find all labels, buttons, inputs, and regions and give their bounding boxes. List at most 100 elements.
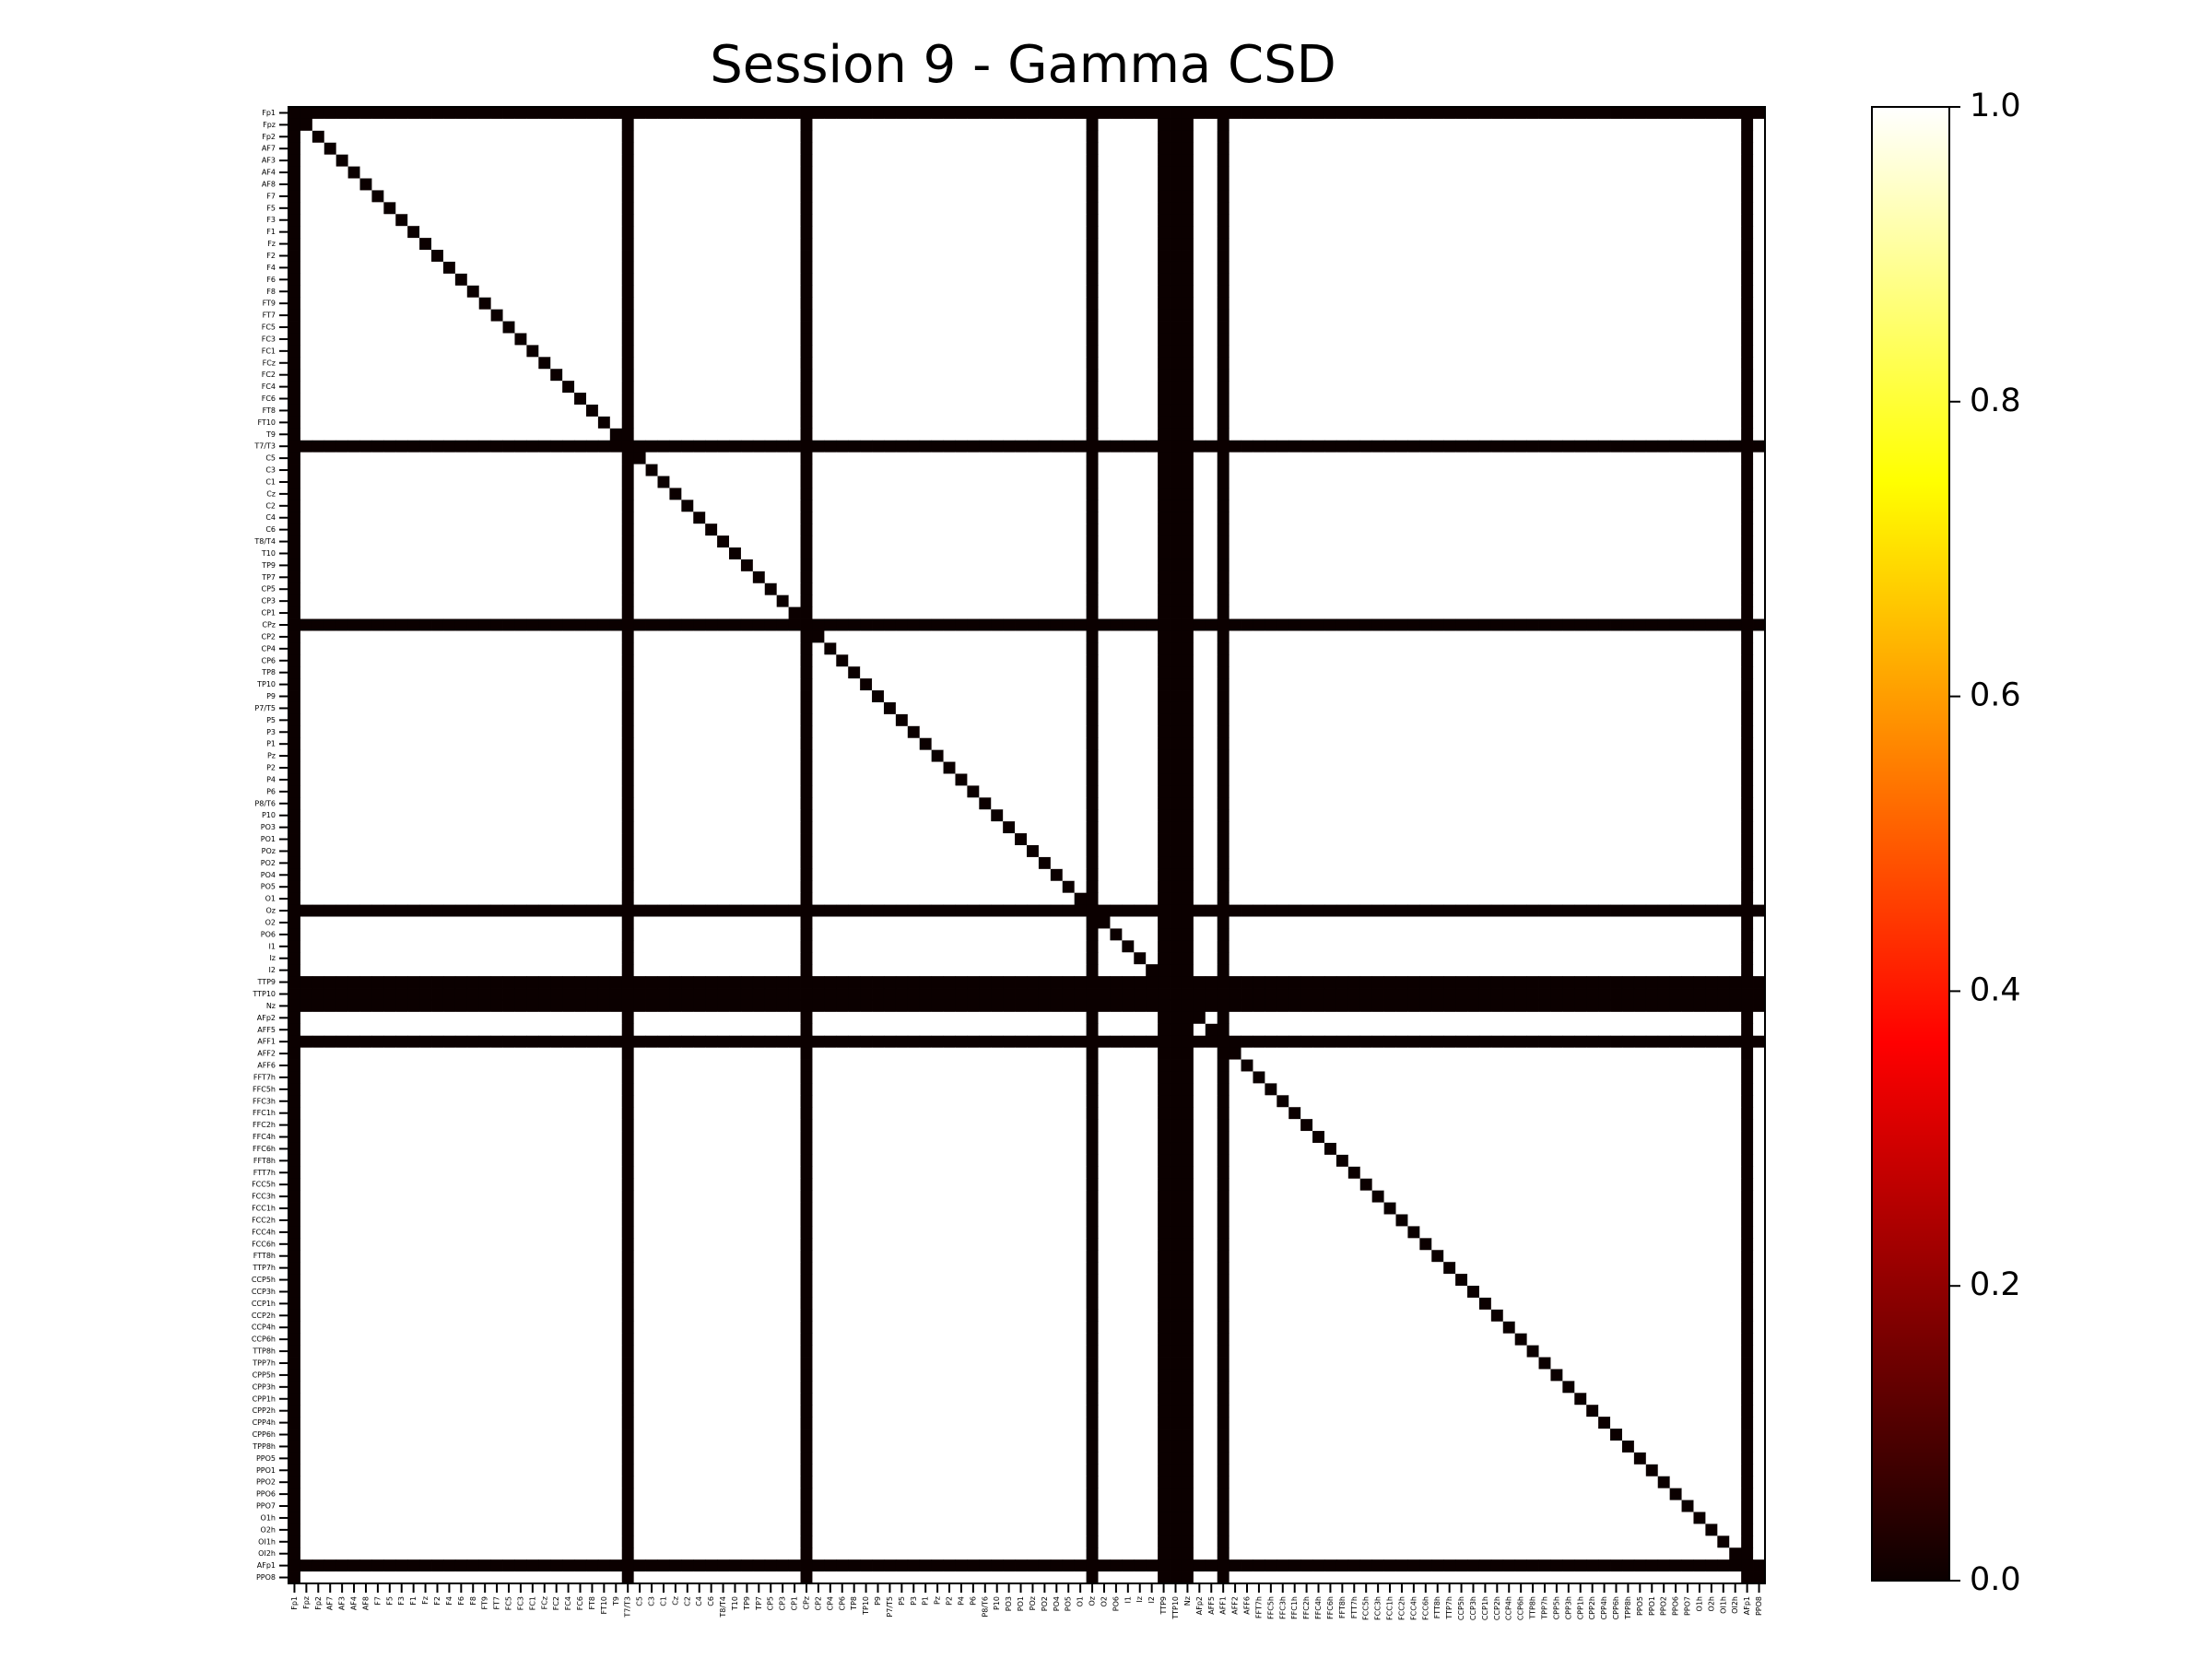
heatmap-cell <box>1538 118 1551 132</box>
heatmap-cell <box>1705 297 1718 311</box>
heatmap-cell <box>788 559 801 572</box>
heatmap-cell <box>359 464 372 477</box>
heatmap-cell <box>681 559 694 572</box>
heatmap-cell <box>597 261 611 275</box>
heatmap-cell <box>955 440 968 453</box>
heatmap-cell <box>1586 500 1599 512</box>
heatmap-cell <box>1027 154 1040 167</box>
heatmap-cell <box>812 142 825 156</box>
heatmap-cell <box>1253 476 1265 488</box>
heatmap-cell <box>359 547 372 560</box>
heatmap-cell <box>1681 178 1694 191</box>
heatmap-cell <box>1741 452 1754 465</box>
heatmap-cell <box>812 309 825 322</box>
heatmap-cell <box>1407 297 1420 311</box>
heatmap-cell <box>1098 524 1111 536</box>
heatmap-cell <box>538 488 551 500</box>
heatmap-cell <box>335 547 348 560</box>
heatmap-cell <box>1347 107 1361 120</box>
heatmap-cell <box>1015 500 1028 512</box>
heatmap-cell <box>1312 512 1325 524</box>
heatmap-cell <box>991 285 1004 299</box>
heatmap-cell <box>1288 166 1301 179</box>
heatmap-cell <box>490 190 503 203</box>
heatmap-cell <box>454 369 468 382</box>
heatmap-cell <box>812 321 825 334</box>
heatmap-cell <box>1181 118 1194 132</box>
heatmap-cell <box>1134 202 1147 215</box>
heatmap-cell <box>1419 285 1432 299</box>
heatmap-cell <box>979 238 992 251</box>
heatmap-cell <box>538 130 551 144</box>
heatmap-cell <box>764 178 778 191</box>
heatmap-cell <box>860 130 873 144</box>
heatmap-cell <box>1490 107 1504 120</box>
heatmap-cell <box>312 238 325 251</box>
heatmap-cell <box>633 118 646 132</box>
heatmap-cell <box>550 333 563 346</box>
heatmap-cell <box>1288 226 1301 239</box>
heatmap-cell <box>1335 500 1349 512</box>
heatmap-cell <box>574 476 587 488</box>
heatmap-cell <box>1586 476 1599 488</box>
heatmap-cell <box>1729 214 1742 227</box>
heatmap-cell <box>1074 309 1087 322</box>
heatmap-cell <box>1693 202 1706 215</box>
heatmap-cell <box>1621 381 1635 394</box>
heatmap-cell <box>526 393 539 406</box>
heatmap-cell <box>1610 118 1623 132</box>
heatmap-cell <box>1741 428 1754 441</box>
heatmap-cell <box>872 321 885 334</box>
heatmap-cell <box>1419 118 1432 132</box>
heatmap-cell <box>1645 273 1659 287</box>
heatmap-cell <box>1015 512 1028 524</box>
heatmap-cell <box>860 416 873 429</box>
heatmap-cell <box>1681 369 1694 382</box>
heatmap-cell <box>609 202 623 215</box>
heatmap-cell <box>1717 238 1730 251</box>
heatmap-cell <box>1669 190 1682 203</box>
heatmap-cell <box>693 285 706 299</box>
heatmap-cell <box>645 154 658 167</box>
heatmap-cell <box>1669 202 1682 215</box>
heatmap-cell <box>979 524 992 536</box>
heatmap-cell <box>848 345 861 358</box>
heatmap-cell <box>1514 190 1528 203</box>
heatmap-cell <box>1550 535 1563 548</box>
heatmap-cell <box>1217 297 1230 311</box>
heatmap-cell <box>1229 118 1241 132</box>
heatmap-cell <box>931 321 944 334</box>
heatmap-cell <box>740 488 754 500</box>
heatmap-cell <box>300 535 313 548</box>
heatmap-cell <box>288 488 301 500</box>
heatmap-cell <box>657 118 670 132</box>
heatmap-cell <box>335 202 348 215</box>
heatmap-cell <box>1300 476 1313 488</box>
heatmap-cell <box>1335 452 1349 465</box>
heatmap-cell <box>669 309 682 322</box>
heatmap-cell <box>1467 309 1480 322</box>
heatmap-cell <box>442 333 456 346</box>
heatmap-cell <box>1170 190 1182 203</box>
heatmap-cell <box>1621 345 1635 358</box>
heatmap-cell <box>1669 309 1682 322</box>
heatmap-cell <box>335 524 348 536</box>
heatmap-cell <box>1098 464 1111 477</box>
heatmap-cell <box>585 214 599 227</box>
heatmap-cell <box>1371 416 1384 429</box>
heatmap-cell <box>419 130 432 144</box>
heatmap-cell <box>502 500 515 512</box>
heatmap-cell <box>1217 190 1230 203</box>
heatmap-cell <box>836 559 849 572</box>
heatmap-cell <box>1015 154 1028 167</box>
heatmap-cell <box>1062 488 1076 500</box>
heatmap-cell <box>1335 107 1349 120</box>
heatmap-cell <box>1478 440 1492 453</box>
heatmap-cell <box>1181 488 1194 500</box>
heatmap-cell <box>967 416 980 429</box>
heatmap-cell <box>1062 178 1076 191</box>
heatmap-cell <box>1205 333 1218 346</box>
heatmap-cell <box>883 535 897 548</box>
heatmap-cell <box>1383 440 1396 453</box>
heatmap-cell <box>1241 404 1253 418</box>
